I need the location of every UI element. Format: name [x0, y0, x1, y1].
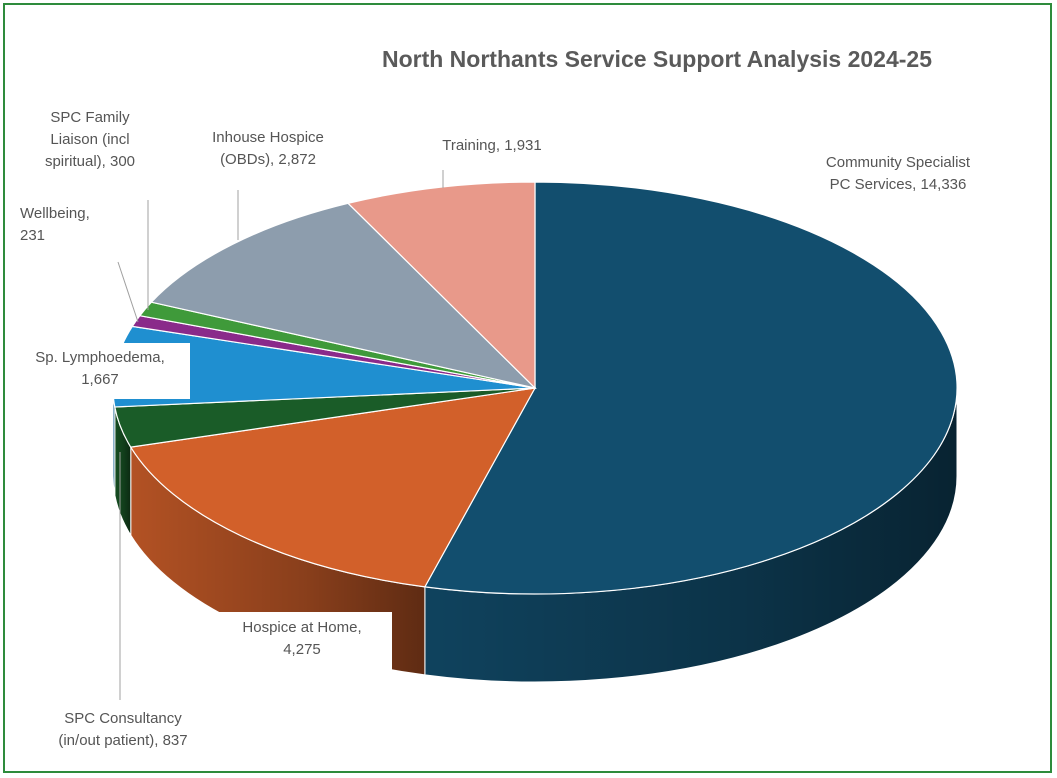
slice-label-spc-consultancy-in-out-patient: SPC Consultancy (in/out patient), 837 [58, 710, 187, 749]
slice-label-line: SPC Family [50, 109, 130, 126]
slice-label-line: (in/out patient), 837 [58, 732, 187, 749]
chart-title: North Northants Service Support Analysis… [382, 46, 932, 72]
slice-label-line: SPC Consultancy [64, 710, 182, 727]
slice-label-line: Sp. Lymphoedema, [35, 349, 165, 366]
slice-label-line: Inhouse Hospice [212, 129, 324, 146]
slice-label-line: PC Services, 14,336 [830, 176, 967, 193]
slice-label-line: Hospice at Home, [242, 619, 361, 636]
leader-line-wellbeing [117, 261, 139, 323]
slice-label-line: (OBDs), 2,872 [220, 151, 316, 168]
slice-label-line: 231 [20, 227, 45, 244]
slice-inhouse-hospice-obds [150, 202, 537, 390]
slice-community-specialist-pc-services [423, 181, 958, 595]
slice-label-line: Community Specialist [826, 154, 971, 171]
slice-label-line: 4,275 [283, 641, 321, 658]
slice-label-sp-lymphoedema: Sp. Lymphoedema, 1,667 [35, 349, 165, 388]
slice-label-line: spiritual), 300 [45, 153, 135, 170]
slice-label-training: Training, 1,931 [442, 137, 542, 154]
label-box-sp-lymphoedema [10, 343, 190, 399]
label-box-hospice-at-home [214, 612, 392, 672]
slice-label-line: Liaison (incl [50, 131, 129, 148]
slice-label-wellbeing: Wellbeing, 231 [20, 205, 90, 244]
slice-training [346, 181, 536, 390]
slice-label-line: 1,667 [81, 371, 119, 388]
slice-label-line: Training, 1,931 [442, 137, 542, 154]
pie-slices [112, 181, 958, 595]
slice-label-community-specialist-pc-services: Community Specialist PC Services, 14,336 [826, 154, 971, 193]
slice-label-spc-family-liaison-incl-spiritual: SPC Family Liaison (incl spiritual), 300 [45, 109, 135, 170]
slice-labels: Community Specialist PC Services, 14,336 H… [10, 109, 971, 749]
leader-lines [117, 170, 444, 700]
slice-label-inhouse-hospice-obds: Inhouse Hospice (OBDs), 2,872 [212, 129, 324, 168]
slice-hospice-at-home [129, 387, 537, 588]
slice-label-line: Wellbeing, [20, 205, 90, 222]
slice-label-hospice-at-home: Hospice at Home, 4,275 [242, 619, 361, 658]
